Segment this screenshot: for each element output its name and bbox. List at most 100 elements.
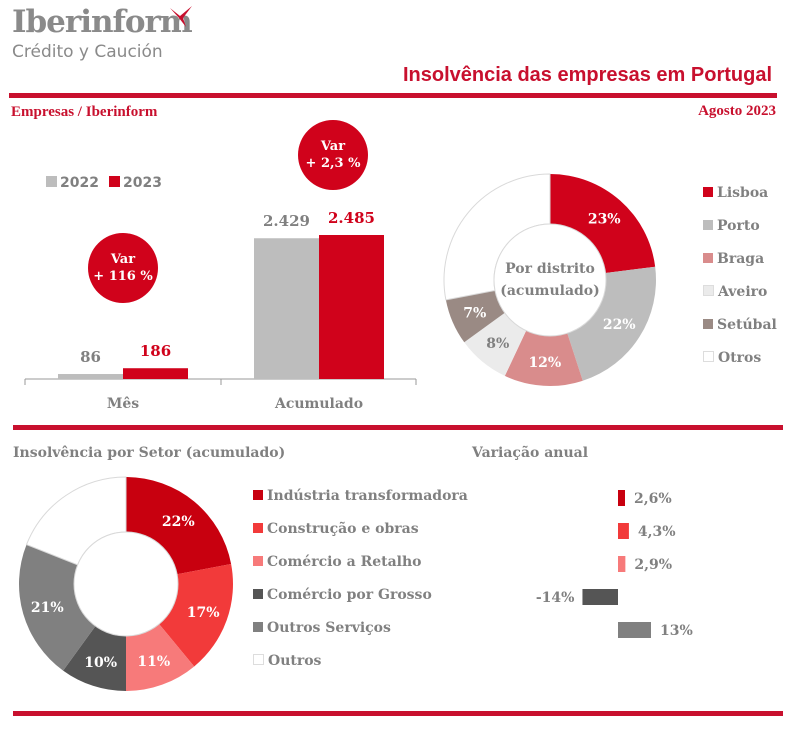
x-tick-label: Mês <box>107 396 139 412</box>
sector-title: Insolvência por Setor (acumulado) <box>13 445 286 461</box>
legend-swatch <box>703 253 713 263</box>
legend-label: Comércio por Grosso <box>267 587 432 603</box>
donut-slice-outros-servi-os <box>18 544 96 671</box>
legend-swatch <box>703 285 714 296</box>
bar-chart: 86 186 Mês 2.429 2.485 Acumulado <box>24 209 417 412</box>
legend-swatch <box>253 589 263 599</box>
bar-2023-0 <box>123 368 188 379</box>
donut-hole <box>493 223 607 337</box>
donut-slice-aveiro <box>464 312 527 376</box>
donut-center-label: Por distrito <box>505 261 595 277</box>
slice-label: 12% <box>528 355 561 371</box>
donut-slice-ind-stria-transformadora <box>126 477 232 575</box>
donut-slice-lisboa <box>550 174 656 273</box>
legend-item-braga: Braga <box>703 251 764 267</box>
donut-slice-braga <box>504 330 583 386</box>
legend-item-porto: Porto <box>703 218 760 234</box>
legend-label: Outros Serviços <box>267 620 391 636</box>
legend-item-2023: 2023 <box>108 175 162 191</box>
variation-bar <box>618 523 629 539</box>
variation-bar <box>582 589 618 605</box>
legend-swatch <box>253 654 264 665</box>
legend-label: Comércio a Retalho <box>267 554 422 570</box>
donut-slice-porto <box>567 266 656 381</box>
page-title: Insolvência das empresas em Portugal <box>402 64 772 86</box>
legend-item-ind-stria-transformadora: Indústria transformadora <box>253 488 468 504</box>
legend-label: Outros <box>268 653 322 669</box>
bubble-value: + 2,3 % <box>305 156 361 171</box>
logo-bird-icon <box>170 6 192 27</box>
legend-swatch <box>253 523 263 533</box>
x-tick-label: Acumulado <box>274 396 363 412</box>
legend-label: Construção e obras <box>267 521 419 537</box>
divider-top <box>9 93 777 98</box>
variation-label: 2,6% <box>634 491 672 507</box>
legend-label: Indústria transformadora <box>267 488 468 504</box>
variation-bar <box>618 556 626 572</box>
logo-tagline: Crédito y Caución <box>12 42 163 62</box>
legend-item-com-rcio-a-retalho: Comércio a Retalho <box>253 554 422 570</box>
donut-slice-constru-o-e-obras <box>159 563 234 667</box>
donut-center-label: (acumulado) <box>500 283 600 299</box>
slice-label: 22% <box>603 317 636 333</box>
legend-swatch <box>253 490 263 500</box>
district-donut-chart: 23% 22% 12% 8%7% Por distrito (acumulado) <box>443 173 656 386</box>
slice-label: 11% <box>137 654 170 670</box>
section-subtitle-right: Agosto 2023 <box>698 103 776 119</box>
legend-item-aveiro: Aveiro <box>703 284 767 300</box>
legend-item-lisboa: Lisboa <box>703 185 768 201</box>
bar-2022-1 <box>254 238 319 379</box>
logo-wordmark: Iberinform <box>12 4 193 40</box>
legend-swatch <box>46 176 57 187</box>
slice-label: 21% <box>31 600 64 616</box>
variation-label: -14% <box>536 590 575 606</box>
section-subtitle-left: Empresas / Iberinform <box>11 104 158 120</box>
legend-label: Setúbal <box>717 317 777 333</box>
bubble-value: + 116 % <box>93 269 153 284</box>
variation-bar <box>618 622 651 638</box>
legend-label: Porto <box>717 218 760 234</box>
variation-bubble-month: Var + 116 % <box>88 233 158 303</box>
legend-label: Lisboa <box>717 185 769 201</box>
legend-swatch <box>703 351 714 362</box>
divider-bottom <box>13 711 783 716</box>
donut-slice-com-rcio-por-grosso <box>63 626 126 691</box>
legend-item-outros-servi-os: Outros Serviços <box>253 620 391 636</box>
legend-swatch <box>253 622 263 632</box>
legend-item-2022: 2022 <box>46 175 99 191</box>
divider-middle <box>13 425 783 430</box>
legend-item-otros: Otros <box>703 350 761 366</box>
variation-label: 4,3% <box>638 524 676 540</box>
bar-2023-1 <box>319 235 384 379</box>
legend-swatch <box>253 556 263 566</box>
bubble-label: Var <box>110 252 136 267</box>
legend-item-outros: Outros <box>253 653 321 669</box>
legend-label: 2022 <box>60 175 99 191</box>
slice-label: 8% <box>486 336 509 352</box>
slice-label: 10% <box>84 655 117 671</box>
legend-label: Aveiro <box>718 284 768 300</box>
legend-label: Braga <box>717 251 765 267</box>
bar-legend: 2022 2023 <box>46 175 162 191</box>
bar-value-label: 86 <box>80 348 101 366</box>
donut-slice-com-rcio-a-retalho <box>126 624 195 691</box>
slice-label: 7% <box>463 306 486 322</box>
legend-item-constru-o-e-obras: Construção e obras <box>253 521 419 537</box>
bar-value-label: 2.429 <box>263 212 310 230</box>
donut-slice-set-bal <box>445 290 505 343</box>
legend-swatch <box>703 187 713 197</box>
variation-title: Variação anual <box>472 445 589 461</box>
slice-label: 23% <box>588 211 621 227</box>
variation-bar <box>618 490 625 506</box>
legend-item-com-rcio-por-grosso: Comércio por Grosso <box>253 587 432 603</box>
variation-label: 13% <box>660 623 693 639</box>
sector-donut-chart: 22% 17% 11% 10% 21% <box>18 476 234 691</box>
slice-label: 17% <box>187 605 220 621</box>
legend-swatch <box>703 220 713 230</box>
bubble-label: Var <box>320 139 346 154</box>
variation-label: 2,9% <box>634 557 672 573</box>
legend-item-set-bal: Setúbal <box>703 317 777 333</box>
variation-bubble-accumulated: Var + 2,3 % <box>298 120 368 190</box>
legend-label: 2023 <box>122 175 162 191</box>
slice-label: 22% <box>162 514 195 530</box>
